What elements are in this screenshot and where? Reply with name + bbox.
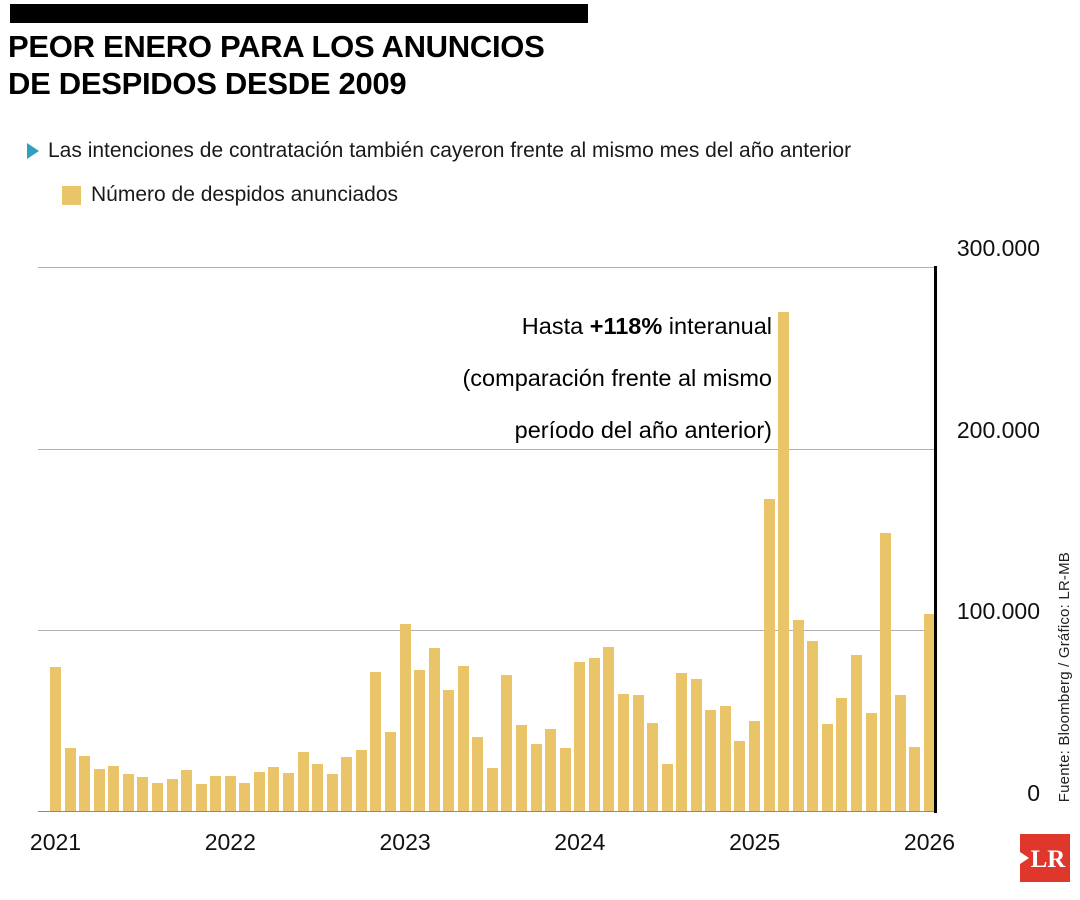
bar-2021-06 bbox=[122, 773, 134, 811]
page-title-line2: DE DESPIDOS DESDE 2009 bbox=[8, 66, 407, 101]
bar-2025-04 bbox=[792, 619, 804, 811]
bar-2022-12 bbox=[384, 731, 396, 811]
bar-2025-05 bbox=[807, 640, 819, 811]
bar-2021-07 bbox=[137, 776, 149, 811]
y-axis-label-0: 0 bbox=[1027, 780, 1040, 806]
bar-2023-04 bbox=[443, 689, 455, 811]
bullet-triangle-icon bbox=[27, 143, 39, 159]
bar-2021-02 bbox=[64, 748, 76, 811]
bar-2022-06 bbox=[297, 752, 309, 811]
bar-2023-11 bbox=[545, 728, 557, 811]
bar-2022-10 bbox=[355, 749, 367, 811]
bar-2024-11 bbox=[719, 706, 731, 811]
current-month-marker-line bbox=[934, 266, 937, 813]
bar-2021-08 bbox=[151, 782, 163, 811]
bar-2023-12 bbox=[559, 747, 571, 811]
subtitle-text: Las intenciones de contratación también … bbox=[48, 139, 852, 162]
bar-2024-07 bbox=[661, 764, 673, 811]
x-axis-line bbox=[38, 811, 936, 812]
annotation-line3: período del año anterior) bbox=[514, 417, 772, 443]
bar-2024-02 bbox=[588, 657, 600, 811]
bar-2025-01 bbox=[749, 720, 760, 811]
bar-2021-09 bbox=[166, 778, 178, 811]
bar-2023-06 bbox=[472, 737, 484, 811]
bar-2024-04 bbox=[617, 693, 629, 811]
bar-2024-12 bbox=[734, 740, 746, 811]
bar-2025-10 bbox=[880, 533, 892, 811]
bar-2023-10 bbox=[530, 744, 542, 811]
bar-2021-11 bbox=[195, 783, 207, 811]
lr-logo: LR bbox=[1020, 834, 1070, 882]
bar-2022-03 bbox=[253, 772, 265, 811]
source-credit: Fuente: Bloomberg / Gráfico: LR-MB bbox=[1056, 551, 1073, 802]
x-axis-label-2025: 2025 bbox=[729, 829, 781, 855]
legend-label: Número de despidos anunciados bbox=[91, 183, 399, 206]
bar-2023-03 bbox=[428, 648, 440, 811]
bar-2024-01 bbox=[574, 661, 586, 811]
bar-2022-11 bbox=[370, 671, 382, 811]
lr-logo-text: LR bbox=[1031, 846, 1067, 873]
bar-2024-10 bbox=[705, 710, 717, 811]
legend-swatch-icon bbox=[62, 185, 81, 205]
gridline-300000 bbox=[38, 267, 936, 268]
x-axis-label-2022: 2022 bbox=[204, 829, 256, 855]
annotation-line1: Hasta +118% interanual bbox=[521, 313, 772, 339]
bar-2022-01 bbox=[224, 776, 236, 811]
bar-2023-01 bbox=[399, 624, 411, 811]
y-axis-label-100000: 100.000 bbox=[956, 598, 1040, 624]
y-axis-label-200000: 200.000 bbox=[956, 417, 1040, 443]
x-axis-label-2023: 2023 bbox=[379, 829, 431, 855]
annotation: Hasta +118% interanual (comparación fren… bbox=[462, 300, 772, 456]
bar-2026-01 bbox=[923, 614, 935, 811]
lr-logo-bubble bbox=[1020, 834, 1070, 882]
bar-2023-07 bbox=[486, 768, 498, 811]
bar-2023-02 bbox=[414, 669, 426, 811]
bar-2021-10 bbox=[181, 769, 193, 811]
bar-2024-05 bbox=[632, 695, 644, 811]
bar-2022-08 bbox=[326, 773, 338, 811]
subtitle: Las intenciones de contratación también … bbox=[27, 139, 851, 163]
bar-2024-06 bbox=[647, 722, 659, 811]
legend: Número de despidos anunciados bbox=[62, 183, 398, 207]
gridline-100000 bbox=[38, 630, 936, 632]
x-axis-labels: 2021 2022 2023 2024 2025 2026 bbox=[30, 829, 955, 859]
y-axis-label-300000: 300.000 bbox=[956, 235, 1040, 261]
bar-2021-01 bbox=[50, 666, 61, 811]
bar-2022-07 bbox=[312, 764, 324, 811]
bar-2025-08 bbox=[850, 655, 862, 811]
bar-2025-11 bbox=[894, 694, 906, 811]
bar-2025-07 bbox=[836, 698, 848, 811]
top-black-bar bbox=[10, 4, 588, 23]
bar-2024-08 bbox=[676, 673, 688, 811]
bar-2024-03 bbox=[603, 647, 615, 811]
bar-2021-05 bbox=[108, 766, 120, 811]
gridline-200000 bbox=[38, 448, 936, 450]
bar-2022-05 bbox=[283, 773, 294, 811]
bar-2022-04 bbox=[268, 766, 280, 811]
bar-2025-09 bbox=[865, 712, 877, 811]
bar-2021-12 bbox=[210, 776, 222, 811]
x-axis-label-2024: 2024 bbox=[554, 829, 606, 855]
annotation-line2: (comparación frente al mismo bbox=[462, 365, 772, 391]
bar-2022-02 bbox=[239, 783, 251, 811]
bar-2023-09 bbox=[516, 724, 527, 811]
bar-2025-12 bbox=[909, 747, 921, 811]
x-axis-label-2026: 2026 bbox=[903, 829, 956, 855]
bar-2023-08 bbox=[501, 674, 513, 811]
bar-series bbox=[50, 267, 935, 811]
page-title-line1: PEOR ENERO PARA LOS ANUNCIOS bbox=[8, 29, 545, 64]
bar-2021-04 bbox=[93, 769, 105, 811]
bar-2022-09 bbox=[341, 756, 353, 811]
x-axis-label-2021: 2021 bbox=[29, 829, 82, 855]
bar-2024-09 bbox=[690, 679, 702, 811]
bar-2025-06 bbox=[821, 723, 833, 811]
bar-2025-02 bbox=[763, 499, 775, 811]
annotation-highlight: +118% bbox=[589, 313, 663, 339]
bar-2025-03 bbox=[778, 311, 790, 811]
page-title: PEOR ENERO PARA LOS ANUNCIOS DE DESPIDOS… bbox=[8, 28, 545, 102]
bar-2023-05 bbox=[457, 665, 469, 811]
bar-chart-plot bbox=[38, 267, 936, 812]
bar-2021-03 bbox=[79, 755, 91, 811]
